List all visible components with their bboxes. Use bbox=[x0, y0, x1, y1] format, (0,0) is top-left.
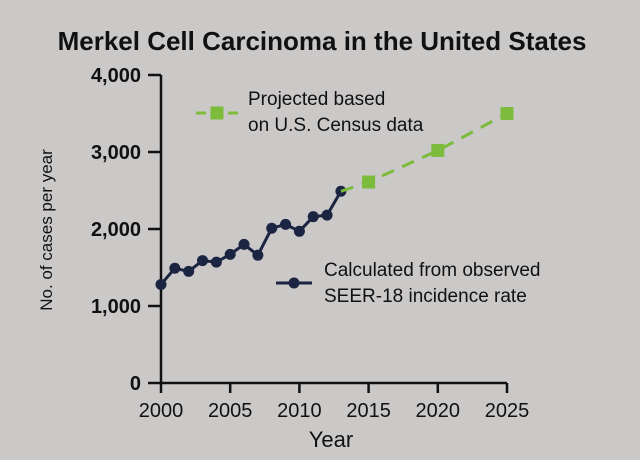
y-axis: 0 1,000 2,000 3,000 4,000 bbox=[91, 65, 163, 395]
legend-label-projected: on U.S. Census data bbox=[248, 115, 424, 136]
data-point bbox=[307, 211, 319, 223]
data-point bbox=[169, 262, 181, 274]
legend-marker-observed bbox=[288, 277, 300, 289]
data-point bbox=[321, 209, 333, 221]
x-tick-label: 2000 bbox=[139, 400, 184, 422]
x-axis: 2000 2005 2010 2015 2020 2025 bbox=[139, 381, 530, 422]
data-point bbox=[252, 249, 264, 261]
y-axis-label: No. of cases per year bbox=[37, 149, 56, 311]
data-point bbox=[500, 107, 514, 120]
legend-marker-projected bbox=[210, 106, 224, 120]
data-point bbox=[224, 248, 236, 260]
data-point bbox=[280, 218, 292, 230]
series-line-2 bbox=[340, 112, 508, 193]
y-tick-label: 1,000 bbox=[91, 296, 141, 318]
legend-label-projected: Projected based bbox=[248, 89, 385, 110]
data-point bbox=[431, 143, 445, 157]
data-point bbox=[293, 225, 305, 237]
x-tick-label: 2025 bbox=[485, 400, 530, 422]
series-layer bbox=[155, 107, 514, 290]
y-tick-label: 4,000 bbox=[91, 65, 141, 87]
y-tick-label: 3,000 bbox=[91, 142, 141, 164]
x-axis-label: Year bbox=[309, 427, 353, 452]
x-tick-label: 2005 bbox=[208, 400, 253, 422]
y-tick-label: 2,000 bbox=[91, 219, 141, 241]
chart-title: Merkel Cell Carcinoma in the United Stat… bbox=[58, 26, 587, 56]
x-tick-label: 2010 bbox=[277, 400, 322, 422]
data-point bbox=[197, 255, 209, 267]
x-tick-label: 2020 bbox=[416, 400, 461, 422]
data-point bbox=[362, 175, 376, 189]
legend: Projected based on U.S. Census data Calcul… bbox=[196, 89, 541, 307]
legend-label-observed: SEER-18 incidence rate bbox=[324, 286, 527, 307]
data-point bbox=[183, 265, 195, 277]
legend-label-observed: Calculated from observed bbox=[324, 260, 541, 281]
data-point bbox=[266, 222, 278, 234]
y-tick-label: 0 bbox=[130, 373, 141, 395]
data-point bbox=[210, 256, 222, 268]
x-tick-label: 2015 bbox=[346, 400, 391, 422]
data-point bbox=[238, 238, 250, 250]
data-point bbox=[155, 278, 167, 290]
